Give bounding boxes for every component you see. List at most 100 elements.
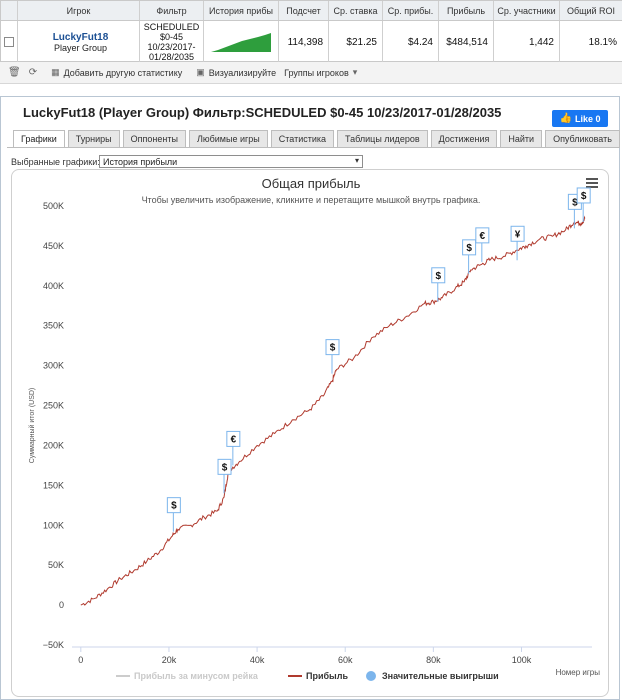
hamburger-menu-icon[interactable] xyxy=(586,178,598,188)
chart-container[interactable]: Общая прибыль Чтобы увеличить изображени… xyxy=(11,169,609,697)
big-win-flag-label: $ xyxy=(581,191,587,202)
profit-chart[interactable]: Общая прибыль Чтобы увеличить изображени… xyxy=(12,170,609,697)
legend-item[interactable]: Прибыль xyxy=(288,671,348,681)
big-win-flag-label: € xyxy=(231,434,237,445)
big-win-flag-label: ¥ xyxy=(515,229,521,240)
visualize-label: Визуализируйте xyxy=(208,67,277,78)
player-groups-label: Группы игроков xyxy=(284,67,349,78)
chart-title: Общая прибыль xyxy=(262,176,361,191)
legend-item[interactable]: Прибыль за минусом рейка xyxy=(116,671,259,681)
big-win-flag-label: $ xyxy=(171,501,177,512)
panel-tabs: Графики Турниры Оппоненты Любимые игры С… xyxy=(13,130,622,148)
header-player[interactable]: Игрок xyxy=(18,1,140,20)
filter-line: $0-45 xyxy=(159,32,184,42)
y-tick-label: 450K xyxy=(43,241,64,251)
player-groups-dropdown[interactable]: Группы игроков ▾ xyxy=(284,67,357,78)
legend-label: Значительные выигрыши xyxy=(382,671,499,681)
y-tick-label: 500K xyxy=(43,201,64,211)
stats-header-row: Игрок Фильтр История прибы Подсчет Ср. с… xyxy=(1,1,622,21)
x-tick-label: 20k xyxy=(162,655,177,665)
big-win-flag[interactable]: $ xyxy=(431,267,446,302)
visualize-button[interactable]: ▣ Визуализируйте xyxy=(196,67,276,78)
panel-title: LuckyFut18 (Player Group) Фильтр:SCHEDUL… xyxy=(23,105,502,120)
tab-find[interactable]: Найти xyxy=(500,130,543,148)
selected-charts-label: Выбранные графики: xyxy=(11,157,100,167)
y-tick-label: 100K xyxy=(43,520,64,530)
tab-favorite-games[interactable]: Любимые игры xyxy=(188,130,268,148)
y-tick-label: 150K xyxy=(43,480,64,490)
table-icon: ▦ xyxy=(51,67,60,77)
refresh-icon[interactable]: ⟳ xyxy=(28,67,38,78)
big-win-flag[interactable]: € xyxy=(226,430,241,466)
trash-icon[interactable]: 🗑 xyxy=(8,67,21,78)
avg-profit-value: $4.24 xyxy=(383,21,439,63)
big-win-flag-label: $ xyxy=(435,271,441,282)
profit-series-line[interactable] xyxy=(80,215,586,606)
big-win-flag[interactable]: ¥ xyxy=(510,225,525,261)
thumbs-up-icon: 👍 xyxy=(559,113,572,124)
player-cell: LuckyFut18 Player Group xyxy=(18,21,140,63)
filter-line: 01/28/2035 xyxy=(148,52,195,62)
y-tick-label: 0 xyxy=(59,600,64,610)
avg-stake-value: $21.25 xyxy=(329,21,383,63)
header-avg-entrants[interactable]: Ср. участники xyxy=(494,1,560,20)
big-win-flag-box xyxy=(576,187,591,204)
big-win-flag[interactable]: $ xyxy=(217,458,232,494)
big-win-flag-box xyxy=(475,227,490,244)
player-panel: LuckyFut18 (Player Group) Фильтр:SCHEDUL… xyxy=(0,96,620,700)
big-win-flag-label: € xyxy=(480,231,486,242)
legend-label: Прибыль xyxy=(306,671,348,681)
header-avg-stake[interactable]: Ср. ставка xyxy=(329,1,383,20)
facebook-like-button[interactable]: 👍 Like 0 xyxy=(552,110,608,127)
chart-subtitle: Чтобы увеличить изображение, кликните и … xyxy=(142,195,481,205)
profit-value: $484,514 xyxy=(439,21,494,63)
y-axis-label: Суммарный итог (USD) xyxy=(28,388,36,464)
chart-select[interactable]: История прибыли ▾ xyxy=(99,155,363,168)
filter-line: SCHEDULED xyxy=(143,22,200,32)
tab-achievements[interactable]: Достижения xyxy=(430,130,498,148)
profit-sparkline[interactable] xyxy=(210,31,272,53)
x-tick-label: 40k xyxy=(250,655,265,665)
add-stats-button[interactable]: ▦ Добавить другую статистику xyxy=(51,67,182,78)
tab-divider xyxy=(7,147,613,148)
big-win-flag-label: $ xyxy=(330,343,336,354)
header-checkbox-col xyxy=(1,1,18,20)
header-avg-profit[interactable]: Ср. прибы. xyxy=(383,1,439,20)
count-value: 114,398 xyxy=(279,21,329,63)
header-profit-history[interactable]: История прибы xyxy=(204,1,279,20)
big-win-flag-label: $ xyxy=(222,462,228,473)
big-win-flag[interactable]: $ xyxy=(462,239,477,274)
legend-item[interactable]: Значительные выигрыши xyxy=(366,671,499,681)
big-win-flag-label: $ xyxy=(572,197,578,208)
header-profit[interactable]: Прибыль xyxy=(439,1,494,20)
big-win-flag-box xyxy=(217,458,232,475)
x-tick-label: 100k xyxy=(512,655,532,665)
chart-legend: Прибыль за минусом рейка Прибыль Значитель… xyxy=(116,671,499,681)
filter-line: 10/23/2017- xyxy=(147,42,196,52)
filter-cell: SCHEDULED $0-45 10/23/2017- 01/28/2035 xyxy=(140,21,204,63)
tab-opponents[interactable]: Оппоненты xyxy=(122,130,186,148)
tab-charts[interactable]: Графики xyxy=(13,130,65,148)
header-filter[interactable]: Фильтр xyxy=(140,1,204,20)
tab-leaderboards[interactable]: Таблицы лидеров xyxy=(337,130,428,148)
big-win-flag[interactable]: $ xyxy=(166,497,181,532)
tab-publish[interactable]: Опубликовать xyxy=(545,130,620,148)
like-label: Like 0 xyxy=(574,113,601,124)
big-win-flag[interactable]: € xyxy=(475,227,490,262)
header-roi[interactable]: Общий ROI xyxy=(560,1,622,20)
header-count[interactable]: Подсчет xyxy=(279,1,329,20)
y-tick-label: 400K xyxy=(43,281,64,291)
player-name-link[interactable]: LuckyFut18 xyxy=(52,31,109,43)
x-tick-label: 60k xyxy=(338,655,353,665)
x-axis-label: Номер игры xyxy=(556,668,601,677)
row-checkbox-cell xyxy=(1,21,18,63)
y-tick-label: 300K xyxy=(43,361,64,371)
big-win-flag-box xyxy=(510,225,525,242)
row-checkbox[interactable] xyxy=(4,37,14,47)
big-win-flag[interactable]: $ xyxy=(576,187,591,222)
tab-statistics[interactable]: Статистика xyxy=(270,130,335,148)
tab-tournaments[interactable]: Турниры xyxy=(67,130,120,148)
big-win-flag[interactable]: $ xyxy=(325,339,340,374)
y-tick-label: 250K xyxy=(43,401,64,411)
add-stats-label: Добавить другую статистику xyxy=(63,67,183,78)
